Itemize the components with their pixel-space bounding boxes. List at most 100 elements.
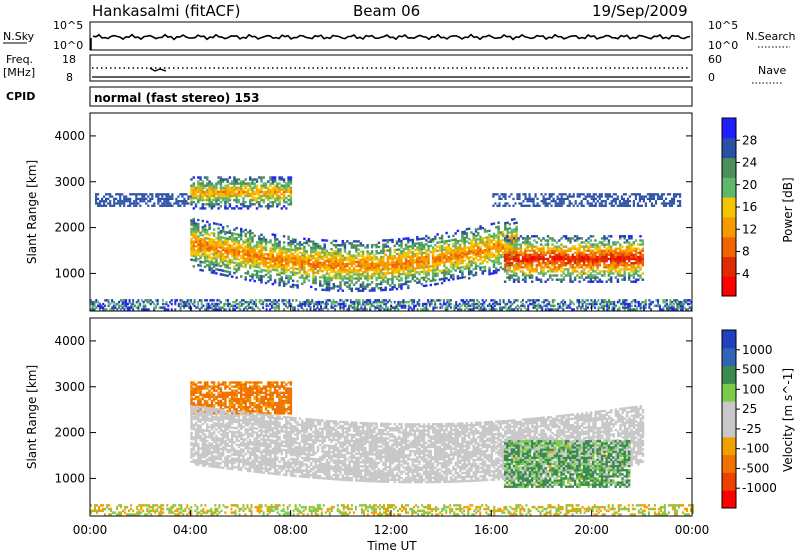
power-noise-cell <box>601 299 603 302</box>
power-cell <box>468 265 470 267</box>
power-cell <box>371 265 373 267</box>
power-upper-cell <box>123 198 125 200</box>
power-cell <box>256 201 258 203</box>
power-cell <box>396 275 398 277</box>
power-cell <box>398 279 400 281</box>
power-cell <box>229 252 231 254</box>
power-cell <box>256 241 258 243</box>
power-cell <box>199 187 201 189</box>
power-cell <box>436 233 438 235</box>
power-cell <box>299 276 301 278</box>
power-cell <box>355 244 357 246</box>
power-cell <box>290 203 292 205</box>
power-cell <box>603 260 605 262</box>
power-cell <box>310 263 312 265</box>
power-cell <box>563 254 565 256</box>
power-cell <box>560 279 562 281</box>
power-cell <box>283 193 285 195</box>
power-cell <box>265 187 267 189</box>
power-cell <box>251 203 253 205</box>
power-cell <box>540 254 542 256</box>
power-cell <box>236 178 238 180</box>
power-cell <box>407 239 409 241</box>
power-cell <box>283 241 285 243</box>
power-cell <box>240 234 242 236</box>
freq-label-line1: Freq. <box>6 53 33 66</box>
power-cell <box>193 222 195 224</box>
power-cell <box>551 262 553 264</box>
power-cell <box>531 274 533 276</box>
power-cell <box>549 266 551 268</box>
power-cell <box>610 246 612 248</box>
power-cell <box>242 259 244 261</box>
power-cell <box>220 197 222 199</box>
power-cell <box>197 250 199 252</box>
power-cell <box>619 250 621 252</box>
power-cell <box>310 257 312 259</box>
power-cell <box>545 252 547 254</box>
power-noise-cell <box>262 306 264 309</box>
power-cell <box>330 264 332 266</box>
power-cell <box>549 254 551 256</box>
power-upper-cell <box>121 200 123 202</box>
power-cell <box>278 191 280 193</box>
power-cell <box>344 269 346 271</box>
power-cell <box>278 176 280 178</box>
power-cell <box>542 272 544 274</box>
power-cell <box>567 272 569 274</box>
power-cell <box>269 276 271 278</box>
power-upper-cell <box>129 202 131 204</box>
power-upper-cell <box>149 193 151 195</box>
power-cell <box>464 237 466 239</box>
power-cell <box>299 264 301 266</box>
power-cell <box>375 279 377 281</box>
power-noise-cell <box>304 301 306 304</box>
power-upper-cell <box>502 196 504 198</box>
power-cell <box>441 241 443 243</box>
power-cell <box>414 261 416 263</box>
power-noise-cell <box>220 306 222 309</box>
power-cell <box>231 238 233 240</box>
power-cell <box>202 247 204 249</box>
power-cell <box>639 256 641 258</box>
power-cell <box>436 250 438 252</box>
power-cell <box>220 180 222 182</box>
power-cell <box>639 235 641 237</box>
power-cell <box>551 248 553 250</box>
power-cell <box>585 266 587 268</box>
power-cell <box>432 269 434 271</box>
power-cell <box>269 193 271 195</box>
power-cell <box>260 248 262 250</box>
power-cell <box>362 271 364 273</box>
power-cell <box>242 201 244 203</box>
power-cell <box>217 262 219 264</box>
power-cell <box>247 237 249 239</box>
power-cell <box>531 260 533 262</box>
power-cell <box>330 254 332 256</box>
power-cell <box>227 191 229 193</box>
power-cell <box>468 248 470 250</box>
power-cell <box>387 241 389 243</box>
power-noise-cell <box>180 306 182 309</box>
power-cell <box>190 234 192 236</box>
power-cell <box>583 272 585 274</box>
power-upper-cell <box>121 202 123 204</box>
power-cell <box>251 187 253 189</box>
power-noise-cell <box>122 306 124 309</box>
freq-label-line2: [MHz] <box>3 66 35 79</box>
power-cell <box>590 276 592 278</box>
power-cell <box>220 265 222 267</box>
power-cell <box>594 243 596 245</box>
power-cell <box>215 252 217 254</box>
power-cell <box>260 254 262 256</box>
power-noise-cell <box>489 308 491 311</box>
power-cell <box>321 252 323 254</box>
power-cell <box>217 193 219 195</box>
power-noise-cell <box>573 303 575 306</box>
power-noise-cell <box>310 306 312 309</box>
power-cell <box>333 244 335 246</box>
power-cell <box>193 241 195 243</box>
power-cell <box>254 245 256 247</box>
power-cell <box>265 191 267 193</box>
power-cell <box>224 274 226 276</box>
